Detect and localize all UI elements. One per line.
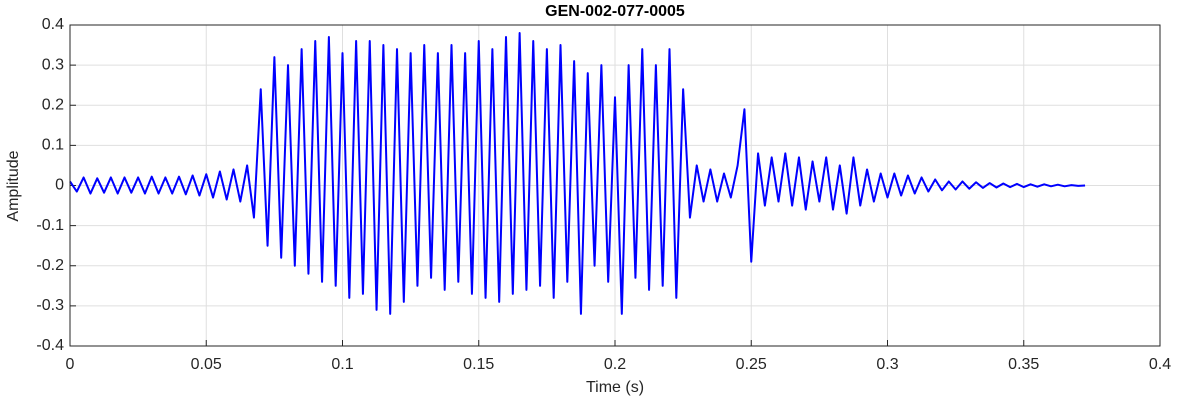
x-tick-label: 0.25 — [736, 356, 767, 373]
x-tick-label: 0.3 — [876, 356, 898, 373]
x-tick-label: 0.2 — [604, 356, 626, 373]
y-tick-label: 0.4 — [42, 16, 64, 33]
y-tick-label: 0.3 — [42, 56, 64, 73]
y-tick-label: 0 — [55, 177, 64, 194]
x-tick-label: 0.35 — [1008, 356, 1039, 373]
y-axis-label: Amplitude — [5, 150, 22, 221]
x-tick-label: 0.1 — [331, 356, 353, 373]
plot-border — [69, 24, 1161, 347]
x-tick-label: 0.4 — [1149, 356, 1171, 373]
chart-title: GEN-002-077-0005 — [545, 3, 685, 20]
x-tick-label: 0.05 — [191, 356, 222, 373]
y-tick-label: -0.1 — [36, 217, 64, 234]
x-axis-label: Time (s) — [586, 379, 644, 396]
y-tick-label: -0.4 — [36, 337, 64, 354]
y-tick-label: 0.1 — [42, 137, 64, 154]
y-tick-label: 0.2 — [42, 96, 64, 113]
y-tick-label: -0.2 — [36, 257, 64, 274]
x-tick-label: 0.15 — [463, 356, 494, 373]
x-tick-label: 0 — [66, 356, 75, 373]
y-tick-label: -0.3 — [36, 297, 64, 314]
waveform-line — [69, 32, 1086, 315]
